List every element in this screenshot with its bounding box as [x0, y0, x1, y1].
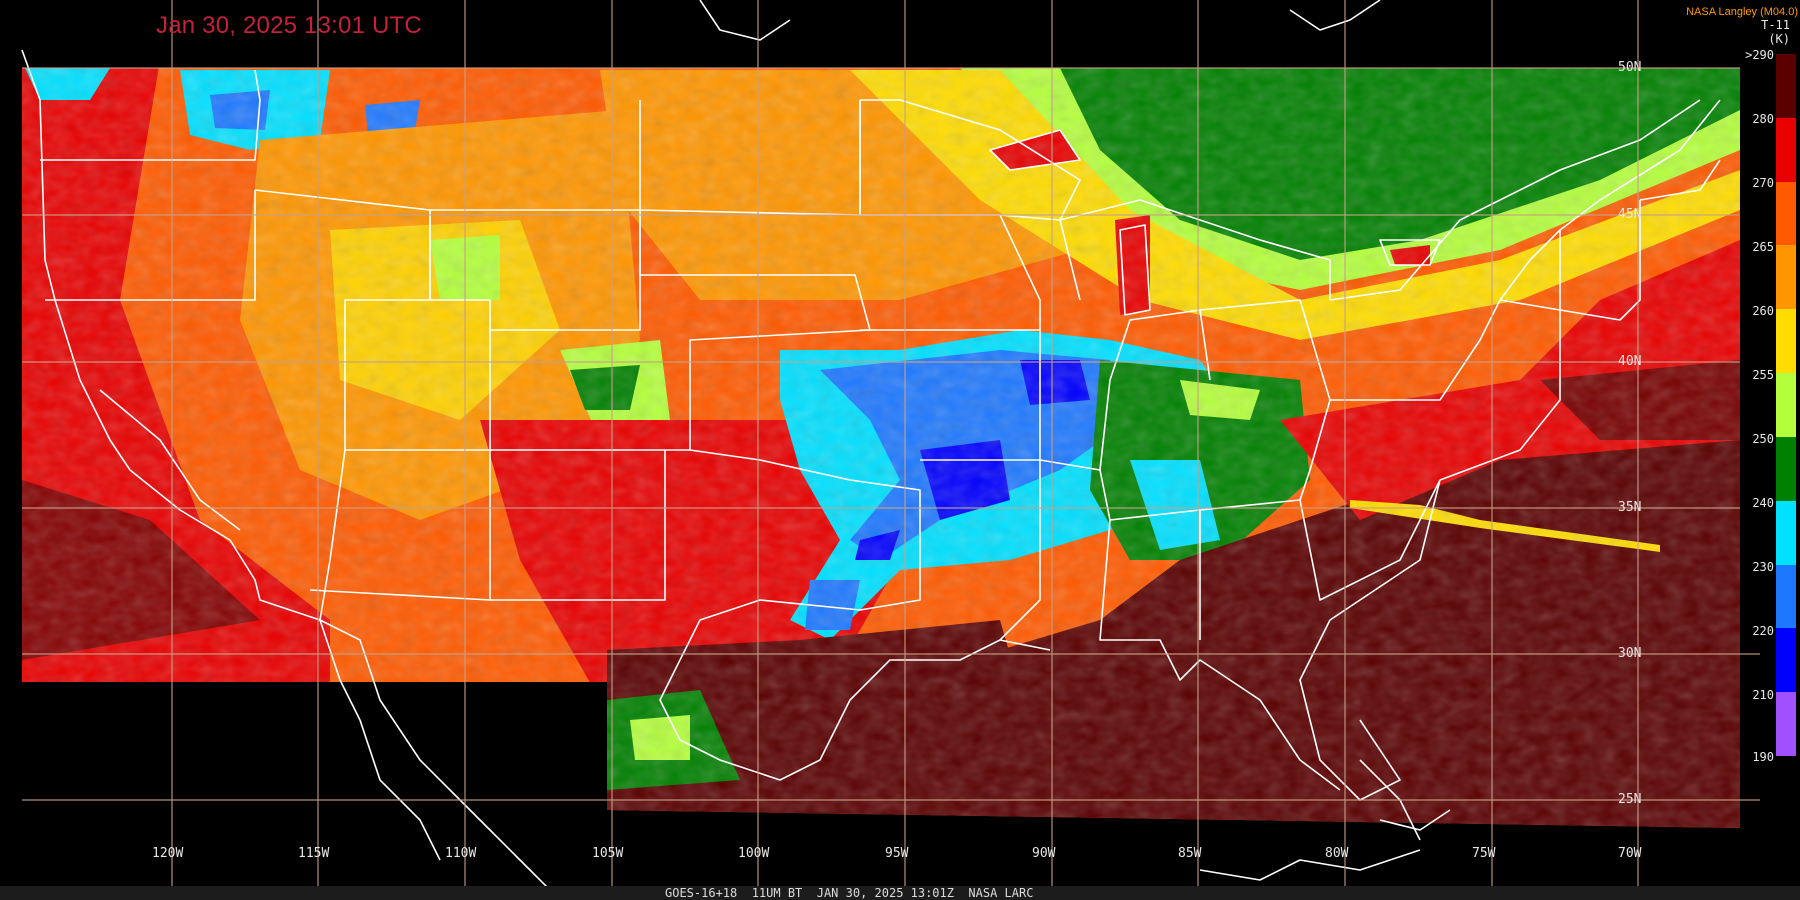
image-timestamp-title: Jan 30, 2025 13:01 UTC — [156, 12, 422, 39]
latitude-label: 30N — [1618, 646, 1642, 661]
colorbar-tick-label: 220 — [1752, 624, 1774, 638]
colorbar-tick-label: 260 — [1752, 304, 1774, 318]
colorbar-tick-label: 240 — [1752, 496, 1774, 510]
latitude-label: 35N — [1618, 500, 1642, 515]
credit-label: NASA Langley (M04.0) — [1686, 6, 1798, 18]
colorbar-segment — [1776, 564, 1796, 629]
footer-bar: GOES-16+18 11UM BT JAN 30, 2025 13:01Z N… — [0, 886, 1800, 900]
colorbar-tick-label: 250 — [1752, 432, 1774, 446]
colorbar-tick-label: 270 — [1752, 176, 1774, 190]
colorbar-tick-label: 210 — [1752, 688, 1774, 702]
longitude-label: 100W — [738, 846, 770, 861]
colorbar-tick-label: 280 — [1752, 112, 1774, 126]
latitude-label: 50N — [1618, 60, 1642, 75]
longitude-label: 90W — [1032, 846, 1056, 861]
longitude-label: 110W — [445, 846, 477, 861]
footer-caption: GOES-16+18 11UM BT JAN 30, 2025 13:01Z N… — [665, 886, 1034, 900]
product-label: T-11 — [1761, 18, 1790, 32]
unit-label: (K) — [1768, 32, 1790, 46]
colorbar-segment — [1776, 692, 1796, 757]
colorbar-tick-label: >290 — [1745, 48, 1774, 62]
colorbar-segment — [1776, 245, 1796, 310]
colorbar-tick-label: 230 — [1752, 560, 1774, 574]
colorbar-tick-label: 255 — [1752, 368, 1774, 382]
longitude-label: 95W — [885, 846, 909, 861]
colorbar-segment — [1776, 628, 1796, 693]
latitude-label: 25N — [1618, 792, 1642, 807]
colorbar-segment — [1776, 436, 1796, 502]
colorbar-segment — [1776, 117, 1796, 183]
colorbar-tick-label: 265 — [1752, 240, 1774, 254]
political-borders — [21, 0, 1721, 900]
longitude-label: 70W — [1618, 846, 1642, 861]
colorbar-tick-label: 190 — [1752, 750, 1774, 764]
colorbar-segment — [1776, 54, 1796, 119]
longitude-label: 85W — [1178, 846, 1202, 861]
longitude-label: 120W — [152, 846, 184, 861]
colorbar-segment — [1776, 181, 1796, 246]
colorbar-segment — [1776, 373, 1796, 438]
longitude-label: 80W — [1325, 846, 1349, 861]
temperature-colorbar — [1776, 54, 1796, 757]
colorbar-segment — [1776, 309, 1796, 374]
longitude-label: 75W — [1472, 846, 1496, 861]
longitude-label: 105W — [592, 846, 624, 861]
latlon-grid — [22, 0, 1760, 886]
longitude-label: 115W — [298, 846, 330, 861]
latitude-label: 45N — [1618, 207, 1642, 222]
latitude-label: 40N — [1618, 354, 1642, 369]
colorbar-segment — [1776, 500, 1796, 566]
